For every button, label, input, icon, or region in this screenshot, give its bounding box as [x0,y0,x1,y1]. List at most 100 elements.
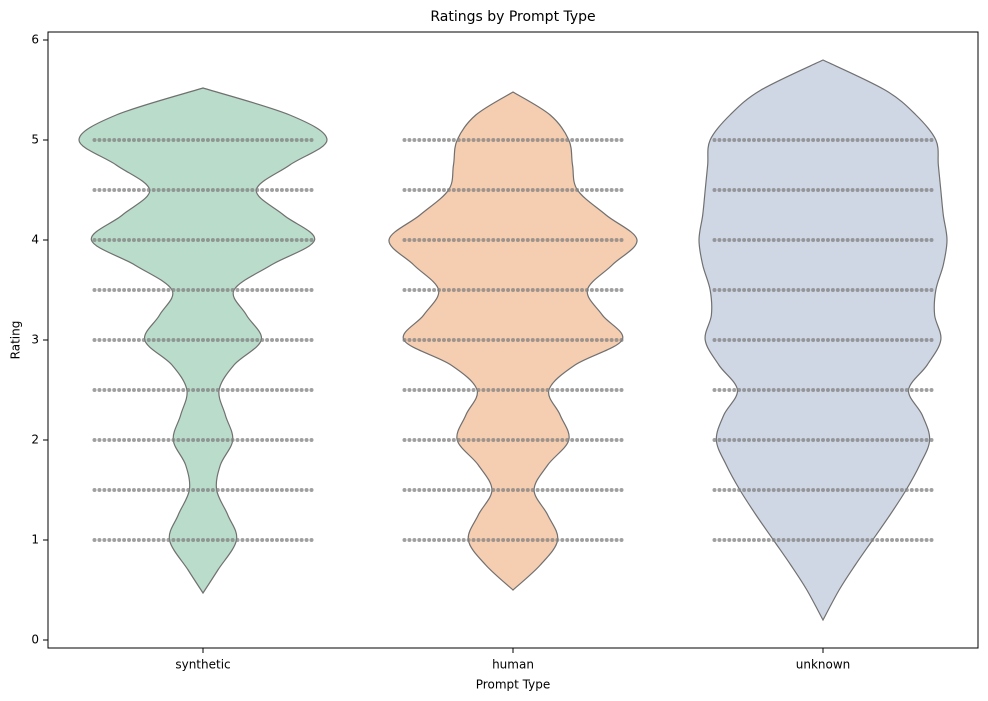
strip-point [176,238,181,242]
strip-point [609,488,614,492]
strip-point [402,338,407,342]
strip-point [766,288,771,292]
strip-point [186,488,191,492]
strip-point [270,538,275,542]
strip-point [885,338,890,342]
strip-point [781,238,786,242]
strip-point [594,538,599,542]
strip-point [441,188,446,192]
strip-point [875,288,880,292]
strip-point [565,538,570,542]
strip-point [609,538,614,542]
strip-point [220,138,225,142]
strip-point [594,188,599,192]
strip-point [565,488,570,492]
strip-point [771,338,776,342]
strip-point [289,388,294,392]
strip-point [835,438,840,442]
strip-point [501,288,506,292]
strip-point [92,238,97,242]
x-tick-label: unknown [796,658,851,672]
strip-point [274,488,279,492]
strip-point [506,288,511,292]
strip-point [525,338,530,342]
strip-point [520,388,525,392]
strip-point [555,538,560,542]
strip-point [422,238,427,242]
strip-point [437,138,442,142]
strip-point [776,238,781,242]
strip-point [747,488,752,492]
strip-point [471,188,476,192]
strip-point [289,438,294,442]
strip-point [176,488,181,492]
strip-point [215,338,220,342]
strip-point [151,238,156,242]
strip-point [112,388,117,392]
strip-point [102,238,107,242]
strip-point [437,188,442,192]
strip-point [870,388,875,392]
strip-point [412,338,417,342]
strip-point [890,388,895,392]
strip-point [122,338,127,342]
strip-point [924,488,929,492]
strip-point [279,538,284,542]
strip-point [427,188,432,192]
strip-point [830,488,835,492]
strip-point [97,388,102,392]
strip-point [240,288,245,292]
strip-point [899,488,904,492]
strip-point [422,388,427,392]
strip-point [141,438,146,442]
strip-point [260,288,265,292]
strip-point [751,188,756,192]
strip-point [501,538,506,542]
strip-point [825,138,830,142]
strip-point [530,288,535,292]
strip-point [451,538,456,542]
strip-point [614,188,619,192]
y-tick-label: 6 [31,33,39,47]
strip-point [756,538,761,542]
strip-points [712,138,934,142]
strip-point [136,238,141,242]
strip-point [885,438,890,442]
strip-point [156,538,161,542]
strip-point [751,438,756,442]
strip-point [161,138,166,142]
strip-point [717,288,722,292]
strip-point [250,338,255,342]
strip-point [196,338,201,342]
strip-point [432,188,437,192]
strip-point [604,388,609,392]
strip-point [112,288,117,292]
strip-point [422,488,427,492]
strip-point [260,488,265,492]
strip-point [161,188,166,192]
strip-point [304,488,309,492]
strip-point [570,388,575,392]
strip-point [766,538,771,542]
strip-point [270,438,275,442]
strip-point [270,188,275,192]
strip-point [609,338,614,342]
strip-point [717,338,722,342]
strip-point [894,188,899,192]
strip-point [816,188,821,192]
strip-point [604,438,609,442]
strip-point [742,488,747,492]
strip-point [417,438,422,442]
strip-point [456,438,461,442]
strip-point [156,288,161,292]
strip-point [801,388,806,392]
strip-point [511,288,515,292]
strip-point [747,288,752,292]
strip-point [491,188,496,192]
strip-point [486,188,491,192]
strip-point [486,238,491,242]
strip-point [402,188,407,192]
strip-point [205,338,210,342]
strip-point [131,188,136,192]
